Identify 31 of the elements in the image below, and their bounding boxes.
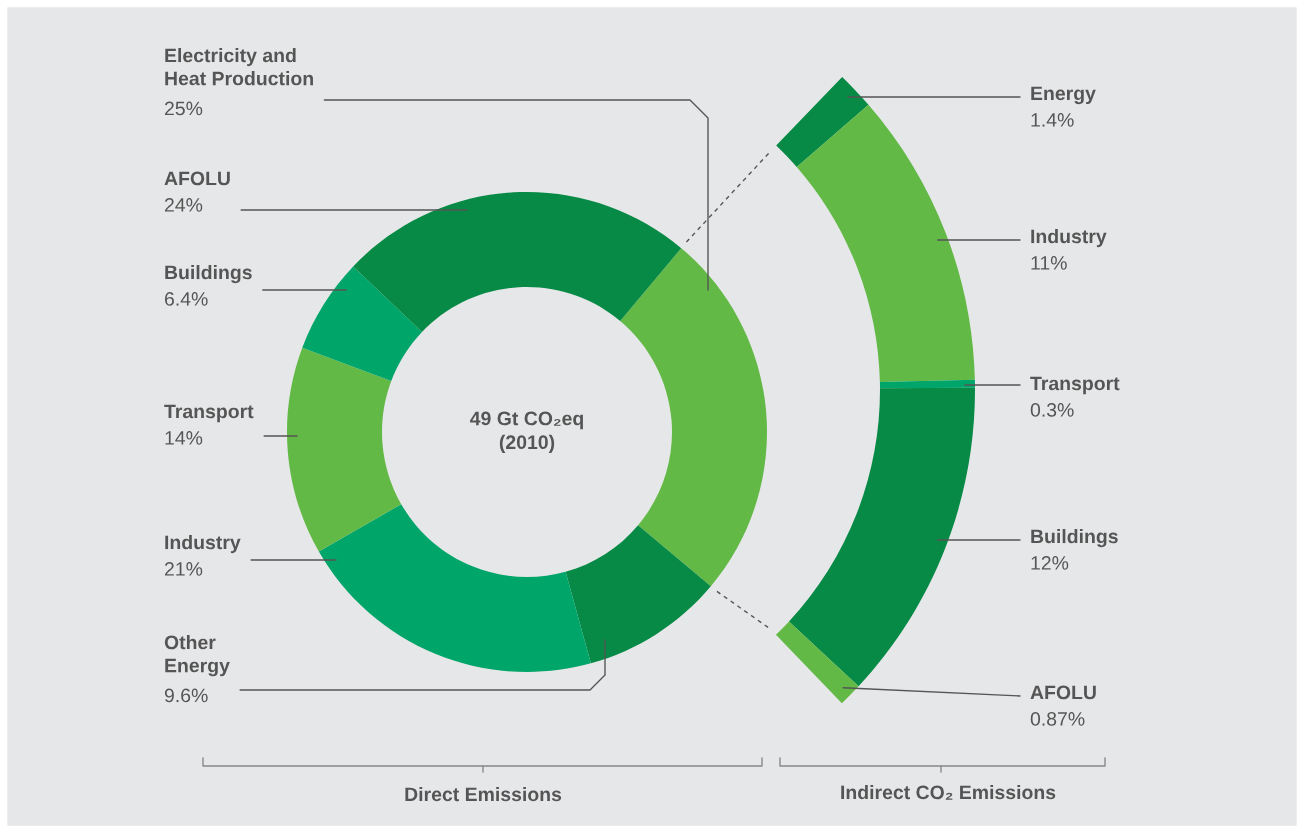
slice-label: Transport (164, 404, 254, 423)
data-label: 9.6% (164, 688, 208, 703)
slice-label: Transport (1030, 376, 1120, 395)
data-label: 6.4% (164, 292, 208, 306)
data-label: 0.3% (1030, 403, 1074, 417)
donut-slice (302, 266, 422, 382)
donut-slice (353, 192, 682, 333)
text: Direct Emissions (405, 786, 562, 802)
text: Indirect CO₂ Emissions (841, 784, 1056, 800)
slice-label: Other Energy (164, 635, 230, 677)
slice-label: Industry (1031, 229, 1107, 248)
data-label: 0.87% (1030, 712, 1085, 726)
text: 49 Gt CO₂eq (2010) (470, 411, 583, 453)
data-label: 21% (164, 562, 203, 576)
donut-slice (620, 248, 767, 587)
slice-label: AFOLU (1030, 685, 1096, 700)
slice-label: Electricity and Heat Production (165, 48, 313, 86)
data-label: 11% (1031, 256, 1067, 270)
donut-slice (318, 504, 591, 672)
donut-slice (287, 347, 402, 552)
slice-label: Industry (165, 535, 241, 554)
slice-label: Buildings (1031, 529, 1118, 548)
data-label: 24% (164, 198, 203, 212)
slice-label: Buildings (165, 265, 252, 284)
data-label: 12% (1031, 556, 1069, 570)
slice-label: AFOLU (164, 171, 230, 186)
data-label: 1.4% (1031, 113, 1074, 127)
data-label: 14% (165, 431, 203, 445)
slice-label: Energy (1031, 86, 1096, 105)
data-label: 25% (164, 101, 203, 116)
donut-slice (565, 525, 711, 664)
